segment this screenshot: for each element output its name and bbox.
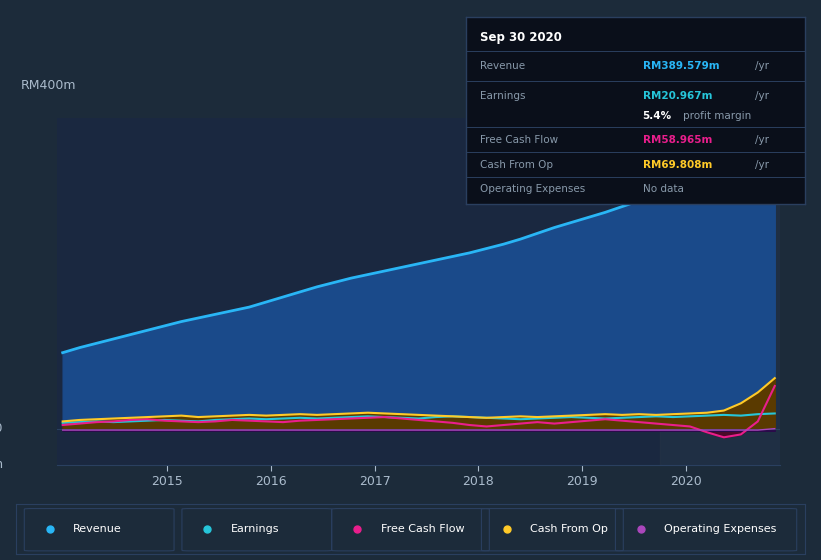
Text: Operating Expenses: Operating Expenses — [664, 524, 777, 534]
Text: Revenue: Revenue — [480, 60, 525, 71]
Text: RM0: RM0 — [0, 422, 3, 435]
Text: profit margin: profit margin — [683, 111, 751, 121]
Text: RM400m: RM400m — [21, 80, 76, 92]
Text: Earnings: Earnings — [231, 524, 279, 534]
Text: 5.4%: 5.4% — [643, 111, 672, 121]
Text: /yr: /yr — [754, 91, 768, 101]
Text: RM20.967m: RM20.967m — [643, 91, 712, 101]
Text: RM58.965m: RM58.965m — [643, 134, 712, 144]
Text: Operating Expenses: Operating Expenses — [480, 184, 585, 194]
Text: No data: No data — [643, 184, 684, 194]
Text: RM69.808m: RM69.808m — [643, 160, 712, 170]
Text: /yr: /yr — [754, 60, 768, 71]
Text: Free Cash Flow: Free Cash Flow — [381, 524, 464, 534]
Text: Cash From Op: Cash From Op — [530, 524, 608, 534]
Text: Sep 30 2020: Sep 30 2020 — [480, 31, 562, 44]
Text: /yr: /yr — [754, 134, 768, 144]
Text: Earnings: Earnings — [480, 91, 525, 101]
Text: RM389.579m: RM389.579m — [643, 60, 719, 71]
Text: Revenue: Revenue — [73, 524, 122, 534]
Text: Cash From Op: Cash From Op — [480, 160, 553, 170]
Bar — [660, 118, 785, 465]
Text: -RM50m: -RM50m — [0, 458, 3, 472]
Text: Free Cash Flow: Free Cash Flow — [480, 134, 558, 144]
Text: /yr: /yr — [754, 160, 768, 170]
